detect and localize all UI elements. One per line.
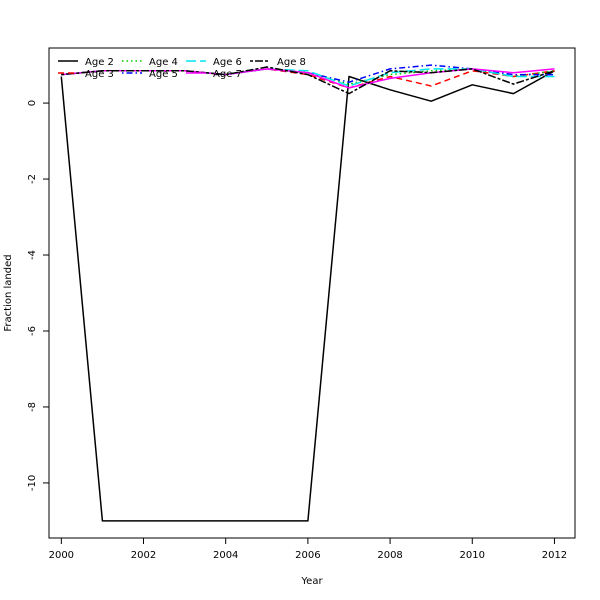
y-tick-label: -6 [27, 326, 38, 336]
x-tick-label: 2008 [377, 550, 402, 561]
legend-item: Age 6 [186, 57, 242, 68]
x-tick-label: 2002 [131, 550, 156, 561]
y-tick-label: -4 [27, 250, 38, 260]
legend-item: Age 5 [122, 69, 178, 80]
y-tick-label: -2 [27, 174, 38, 184]
y-axis-label: Fraction landed [3, 254, 14, 331]
legend-item: Age 3 [58, 69, 114, 80]
x-tick-label: 2010 [460, 550, 485, 561]
y-tick-label: -10 [27, 475, 38, 491]
legend-item: Age 8 [250, 57, 306, 68]
legend-item: Age 7 [186, 69, 242, 80]
legend-label: Age 3 [85, 69, 114, 80]
series-line-age-6 [61, 68, 555, 87]
legend-label: Age 8 [277, 57, 306, 68]
y-tick-label: 0 [27, 100, 38, 106]
x-tick-label: 2012 [542, 550, 567, 561]
legend-label: Age 7 [213, 69, 242, 80]
plot-frame [48, 47, 576, 539]
legend-item: Age 2 [58, 57, 114, 68]
legend-label: Age 5 [149, 69, 178, 80]
x-axis-label: Year [300, 576, 323, 587]
axes: 2000 2002 2004 2006 2008 2010 2012 0 -2 -4 -6 -8 -10 [27, 47, 576, 561]
plot-area [60, 64, 555, 522]
legend-label: Age 2 [85, 57, 114, 68]
series-line-age-5 [61, 64, 555, 83]
legend-label: Age 6 [213, 57, 242, 68]
y-tick-label: -8 [27, 402, 38, 412]
x-tick-label: 2004 [213, 550, 238, 561]
legend-item: Age 4 [122, 57, 178, 68]
series-line-age-2 [60, 70, 555, 522]
series-line-age-8 [61, 66, 555, 95]
x-tick-label: 2000 [49, 550, 74, 561]
x-tick-label: 2006 [295, 550, 320, 561]
legend-label: Age 4 [149, 57, 178, 68]
